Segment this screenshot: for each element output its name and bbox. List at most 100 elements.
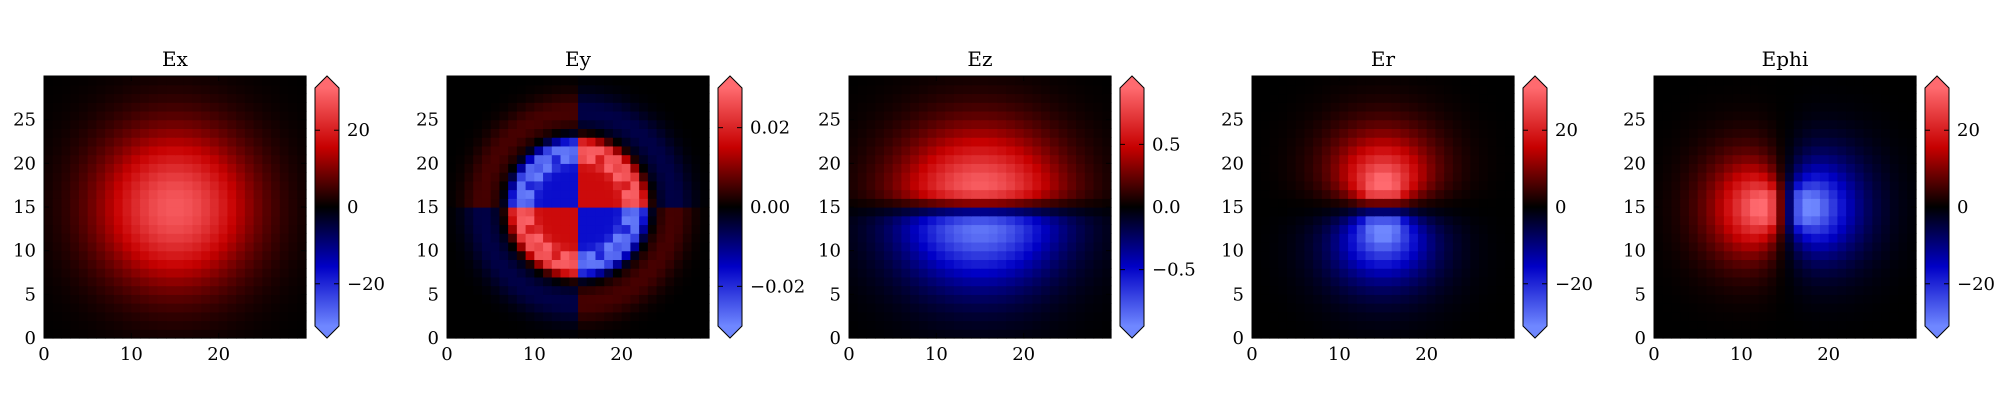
heatmap-cell	[1846, 180, 1856, 191]
heatmap-cell	[499, 250, 509, 260]
heatmap-cell	[192, 303, 202, 313]
heatmap-cell	[1487, 154, 1498, 164]
heatmap-cell	[656, 276, 666, 287]
heatmap-cell	[271, 172, 281, 182]
heatmap-cell	[560, 294, 570, 304]
heatmap-cell	[166, 172, 176, 182]
heatmap-cell	[52, 163, 63, 173]
heatmap-cell	[621, 233, 631, 243]
heatmap-cell	[87, 198, 97, 208]
heatmap-cell	[236, 163, 246, 173]
heatmap-cell	[1767, 189, 1777, 199]
heatmap-cell	[1383, 76, 1393, 86]
heatmap-cell	[1321, 180, 1332, 191]
heatmap-cell	[175, 241, 185, 252]
heatmap-cell	[113, 110, 124, 121]
heatmap-cell	[1819, 250, 1830, 260]
heatmap-cell	[997, 233, 1007, 243]
heatmap-cell	[473, 268, 483, 278]
heatmap-cell	[122, 137, 132, 147]
heatmap-cell	[560, 250, 570, 260]
heatmap-cell	[1680, 154, 1690, 164]
heatmap-cell	[604, 172, 614, 182]
heatmap-cell	[1409, 303, 1419, 313]
heatmap-cell	[1014, 110, 1025, 121]
heatmap-cell	[630, 329, 640, 339]
heatmap-cell	[1076, 180, 1086, 191]
heatmap-cell	[1383, 207, 1393, 217]
heatmap-cell	[1898, 154, 1908, 164]
heatmap-cell	[997, 163, 1007, 173]
heatmap-cell	[682, 198, 693, 208]
heatmap-cell	[1093, 172, 1103, 182]
heatmap-cell	[209, 259, 220, 269]
heatmap-cell	[262, 294, 272, 304]
heatmap-cell	[1269, 93, 1279, 103]
heatmap-cell	[1654, 145, 1664, 156]
heatmap-cell	[1697, 233, 1707, 243]
heatmap-cell	[691, 303, 701, 313]
heatmap-cell	[997, 172, 1007, 182]
heatmap-cell	[1837, 276, 1847, 287]
heatmap-cell	[534, 76, 544, 86]
heatmap-cell	[1278, 207, 1288, 217]
heatmap-cell	[1391, 119, 1402, 129]
heatmap-cell	[447, 180, 457, 191]
heatmap-cell	[1400, 311, 1410, 322]
heatmap-cell	[1067, 128, 1077, 138]
heatmap-cell	[1706, 241, 1716, 252]
heatmap-cell	[1846, 294, 1856, 304]
heatmap-cell	[244, 285, 255, 295]
heatmap-cell	[1014, 303, 1025, 313]
heatmap-cell	[1487, 268, 1498, 278]
colorbar-tick-label: −20	[1555, 274, 1593, 295]
heatmap-cell	[1496, 84, 1506, 95]
heatmap-cell	[682, 102, 693, 112]
heatmap-cell	[288, 329, 298, 339]
heatmap-cell	[192, 119, 202, 129]
heatmap-cell	[1374, 172, 1384, 182]
heatmap-cell	[1715, 224, 1725, 234]
heatmap-cell	[1688, 137, 1699, 147]
heatmap-cell	[534, 137, 544, 147]
heatmap-cell	[918, 163, 929, 173]
heatmap-cell	[157, 320, 167, 330]
heatmap-cell	[1426, 207, 1436, 217]
heatmap-cell	[1435, 215, 1445, 226]
heatmap-cell	[857, 250, 868, 260]
heatmap-cell	[481, 84, 492, 95]
heatmap-cell	[910, 311, 920, 322]
heatmap-cell	[1356, 276, 1367, 287]
heatmap-cell	[1723, 180, 1734, 191]
heatmap-cell	[1252, 207, 1262, 217]
heatmap-cell	[1479, 285, 1489, 295]
heatmap-cell	[253, 233, 263, 243]
heatmap-cell	[543, 84, 553, 95]
heatmap-cell	[918, 276, 929, 287]
heatmap-cell	[1793, 198, 1804, 208]
heatmap-cell	[1863, 311, 1873, 322]
heatmap-cell	[927, 259, 937, 269]
heatmap-cell	[175, 329, 185, 339]
heatmap-cell	[96, 250, 106, 260]
heatmap-cell	[1269, 145, 1279, 156]
heatmap-cell	[1898, 320, 1908, 330]
heatmap-cell	[1435, 102, 1445, 112]
heatmap	[1252, 76, 1515, 339]
heatmap-cell	[901, 76, 911, 86]
heatmap-cell	[1417, 110, 1428, 121]
heatmap-cell	[52, 172, 63, 182]
heatmap-cell	[1802, 224, 1812, 234]
heatmap-cell	[157, 276, 167, 287]
heatmap-cell	[1452, 154, 1463, 164]
heatmap-cell	[1330, 311, 1340, 322]
heatmap-cell	[1417, 276, 1428, 287]
heatmap-cell	[595, 93, 605, 103]
heatmap-cell	[534, 250, 544, 260]
heatmap-cell	[674, 241, 684, 252]
heatmap-cell	[1758, 294, 1769, 304]
heatmap-cell	[1811, 294, 1821, 304]
heatmap-cell	[682, 311, 693, 322]
heatmap-cell	[901, 93, 911, 103]
heatmap-cell	[1339, 180, 1349, 191]
